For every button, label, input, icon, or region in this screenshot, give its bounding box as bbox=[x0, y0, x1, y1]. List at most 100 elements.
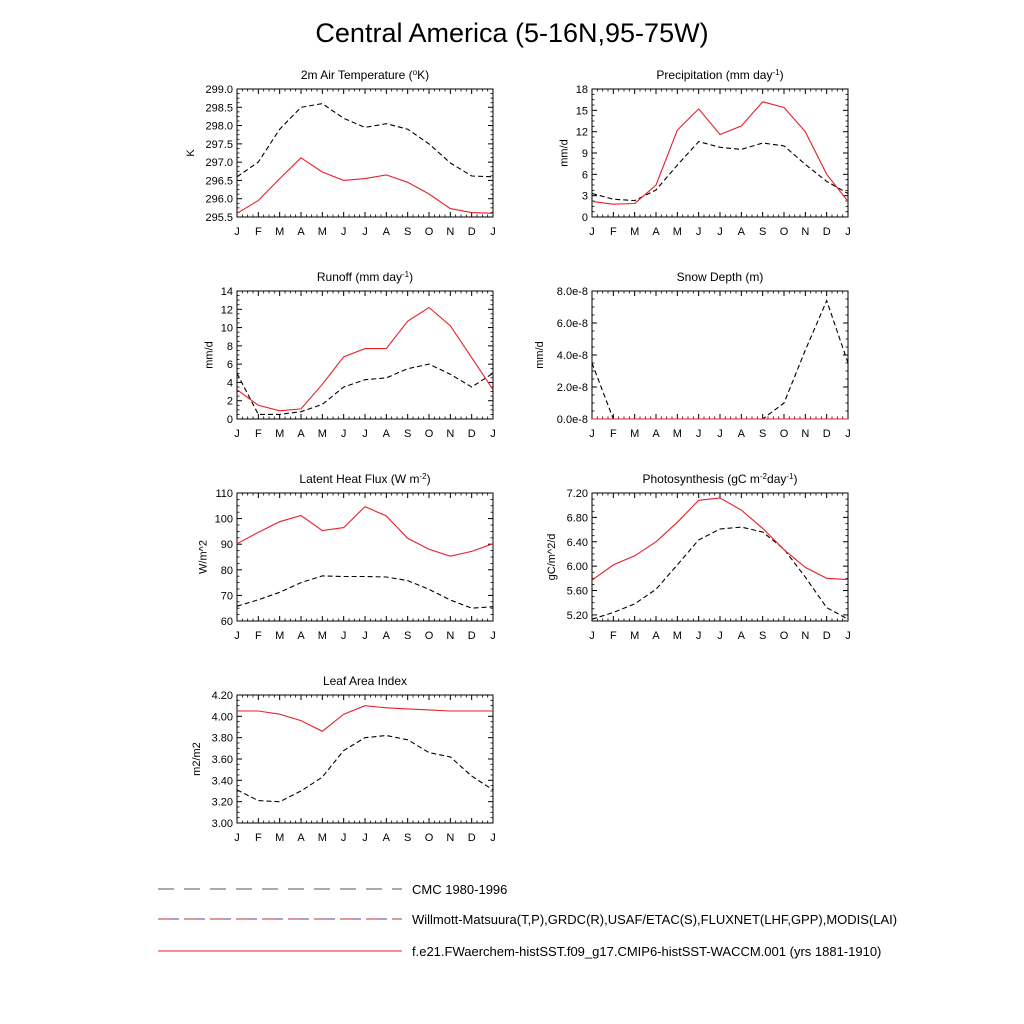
y-tick-label: 2 bbox=[227, 396, 233, 408]
x-tick-label: J bbox=[717, 630, 723, 642]
model-series-line bbox=[236, 157, 494, 214]
y-tick-label: 15 bbox=[576, 105, 588, 117]
y-tick-label: 3.60 bbox=[212, 754, 233, 766]
panel-title: Latent Heat Flux (W m-2) bbox=[299, 472, 430, 487]
x-tick-label: M bbox=[275, 428, 284, 440]
x-tick-label: S bbox=[404, 226, 411, 238]
x-tick-label: F bbox=[610, 630, 617, 642]
y-tick-label: 6.80 bbox=[567, 512, 588, 524]
legend-label: CMC 1980-1996 bbox=[412, 882, 507, 897]
y-tick-label: 3.20 bbox=[212, 797, 233, 809]
x-tick-label: J bbox=[490, 630, 496, 642]
panel-temp: J F M A M J J A S O N D J295.5296.0296.5297.0297.529… bbox=[185, 68, 496, 239]
y-tick-label: 100 bbox=[215, 514, 233, 526]
y-tick-label: 3.80 bbox=[212, 733, 233, 745]
obs-series-line bbox=[591, 140, 849, 202]
y-tick-label: 6.40 bbox=[567, 537, 588, 549]
y-axis-label: mm/d bbox=[534, 341, 546, 369]
x-tick-label: J bbox=[717, 428, 723, 440]
x-tick-label: M bbox=[673, 226, 682, 238]
x-tick-label: F bbox=[610, 226, 617, 238]
x-tick-label: J bbox=[717, 226, 723, 238]
x-tick-label: D bbox=[823, 428, 831, 440]
y-tick-label: 0 bbox=[227, 414, 233, 426]
x-tick-label: J bbox=[362, 630, 368, 642]
panel-title: 2m Air Temperature (oK) bbox=[301, 68, 429, 83]
y-tick-label: 3.40 bbox=[212, 775, 233, 787]
y-tick-label: 295.5 bbox=[205, 212, 233, 224]
y-tick-label: 2.0e-8 bbox=[557, 382, 588, 394]
y-tick-label: 80 bbox=[221, 565, 233, 577]
y-tick-label: 7.20 bbox=[567, 488, 588, 500]
y-tick-label: 5.20 bbox=[567, 610, 588, 622]
model-series-line bbox=[236, 505, 494, 557]
x-tick-label: A bbox=[738, 226, 746, 238]
x-tick-label: J bbox=[234, 832, 240, 844]
obs-series-line bbox=[236, 734, 494, 803]
x-tick-label: A bbox=[738, 630, 746, 642]
panel-title: Precipitation (mm day-1) bbox=[656, 68, 783, 83]
x-tick-label: J bbox=[589, 630, 595, 642]
x-tick-label: J bbox=[589, 226, 595, 238]
x-tick-label: M bbox=[318, 226, 327, 238]
x-tick-label: J bbox=[696, 428, 702, 440]
x-tick-label: A bbox=[297, 226, 305, 238]
x-tick-label: S bbox=[404, 428, 411, 440]
y-tick-label: 10 bbox=[221, 323, 233, 335]
x-tick-label: O bbox=[780, 630, 789, 642]
x-tick-label: S bbox=[759, 428, 766, 440]
model-series-line bbox=[591, 497, 849, 581]
x-tick-label: A bbox=[383, 630, 391, 642]
x-tick-label: J bbox=[341, 428, 347, 440]
y-tick-label: 4.00 bbox=[212, 711, 233, 723]
x-tick-label: M bbox=[630, 226, 639, 238]
y-tick-label: 3 bbox=[582, 191, 588, 203]
y-tick-label: 297.5 bbox=[205, 139, 233, 151]
x-tick-label: A bbox=[297, 832, 305, 844]
x-tick-label: F bbox=[255, 832, 262, 844]
y-axis-label: m2/m2 bbox=[191, 742, 203, 776]
panel-title: Leaf Area Index bbox=[323, 674, 407, 688]
x-tick-label: O bbox=[425, 428, 434, 440]
x-tick-label: D bbox=[468, 428, 476, 440]
x-tick-label: J bbox=[234, 226, 240, 238]
panel-title: Snow Depth (m) bbox=[677, 270, 764, 284]
obs-series-line bbox=[236, 575, 494, 609]
x-tick-label: N bbox=[446, 832, 454, 844]
x-tick-label: M bbox=[318, 832, 327, 844]
y-axis-label: mm/d bbox=[204, 341, 216, 369]
x-tick-label: F bbox=[255, 226, 262, 238]
panel-gpp: J F M A M J J A S O N D J5.205.606.006.406.807.20gC/… bbox=[546, 472, 851, 643]
y-axis-label: W/m^2 bbox=[197, 540, 209, 574]
x-tick-label: M bbox=[275, 832, 284, 844]
x-tick-label: J bbox=[845, 428, 851, 440]
obs-series-line bbox=[236, 363, 494, 415]
x-tick-label: J bbox=[845, 630, 851, 642]
x-tick-label: J bbox=[589, 428, 595, 440]
obs-series-line bbox=[591, 526, 849, 620]
x-tick-label: J bbox=[490, 428, 496, 440]
x-tick-label: D bbox=[468, 832, 476, 844]
y-tick-label: 298.0 bbox=[205, 121, 233, 133]
y-tick-label: 296.0 bbox=[205, 194, 233, 206]
y-tick-label: 14 bbox=[221, 286, 233, 298]
x-tick-label: A bbox=[297, 428, 305, 440]
x-tick-label: J bbox=[490, 832, 496, 844]
x-tick-label: F bbox=[255, 630, 262, 642]
x-tick-label: A bbox=[652, 226, 660, 238]
x-tick-label: M bbox=[275, 226, 284, 238]
figure-title: Central America (5-16N,95-75W) bbox=[315, 18, 709, 48]
x-tick-label: A bbox=[383, 428, 391, 440]
x-tick-label: J bbox=[362, 832, 368, 844]
x-tick-label: J bbox=[845, 226, 851, 238]
x-tick-label: A bbox=[383, 226, 391, 238]
x-tick-label: N bbox=[446, 428, 454, 440]
panel-snow: J F M A M J J A S O N D J0.0e-82.0e-84.0e-86.0e-88.0… bbox=[534, 270, 851, 440]
y-tick-label: 6 bbox=[227, 359, 233, 371]
y-tick-label: 298.5 bbox=[205, 102, 233, 114]
x-tick-label: M bbox=[673, 428, 682, 440]
x-tick-label: O bbox=[780, 428, 789, 440]
y-tick-label: 6.0e-8 bbox=[557, 318, 588, 330]
y-tick-label: 12 bbox=[576, 127, 588, 139]
